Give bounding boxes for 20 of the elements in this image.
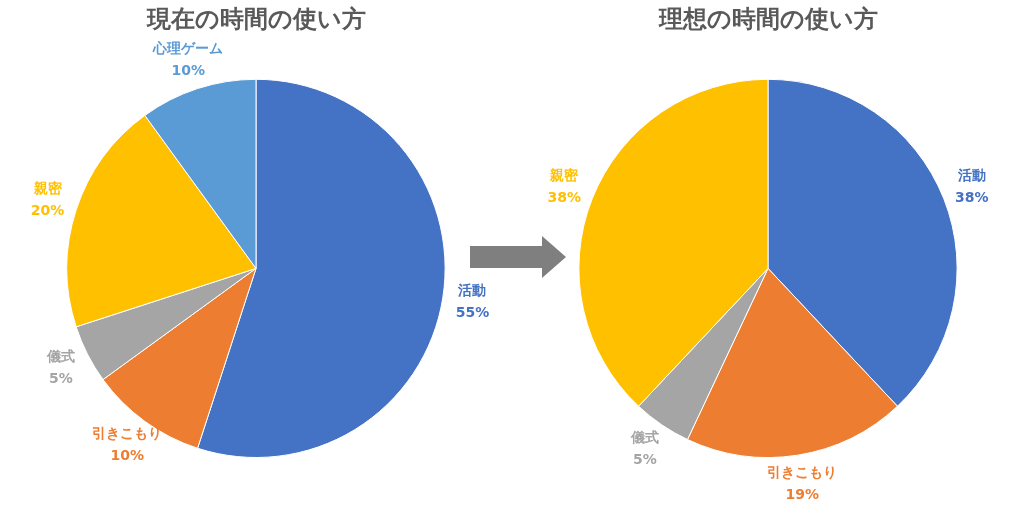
data-label: 20% (30, 202, 65, 219)
slice-label: 引きこもり (767, 464, 838, 481)
chart-title: 現在の時間の使い方 (145, 4, 366, 33)
data-label: 10% (171, 61, 206, 78)
slice-label: 引きこもり (92, 425, 163, 442)
data-label: 5% (48, 369, 73, 386)
chart-title: 理想の時間の使い方 (657, 4, 878, 33)
slice-label: 活動 (956, 167, 986, 184)
slice-label: 親密 (32, 180, 63, 197)
slice-label: 儀式 (45, 347, 75, 364)
data-label: 38% (954, 189, 989, 206)
data-label: 10% (110, 447, 144, 464)
data-label: 38% (547, 189, 582, 206)
slice-label: 活動 (457, 282, 487, 299)
slice-label: 心理ゲーム (152, 39, 224, 56)
data-label: 5% (632, 451, 657, 468)
slice-label: 儀式 (629, 429, 659, 446)
slice-label: 親密 (549, 167, 580, 184)
data-label: 19% (785, 486, 820, 503)
data-label: 55% (455, 304, 490, 321)
